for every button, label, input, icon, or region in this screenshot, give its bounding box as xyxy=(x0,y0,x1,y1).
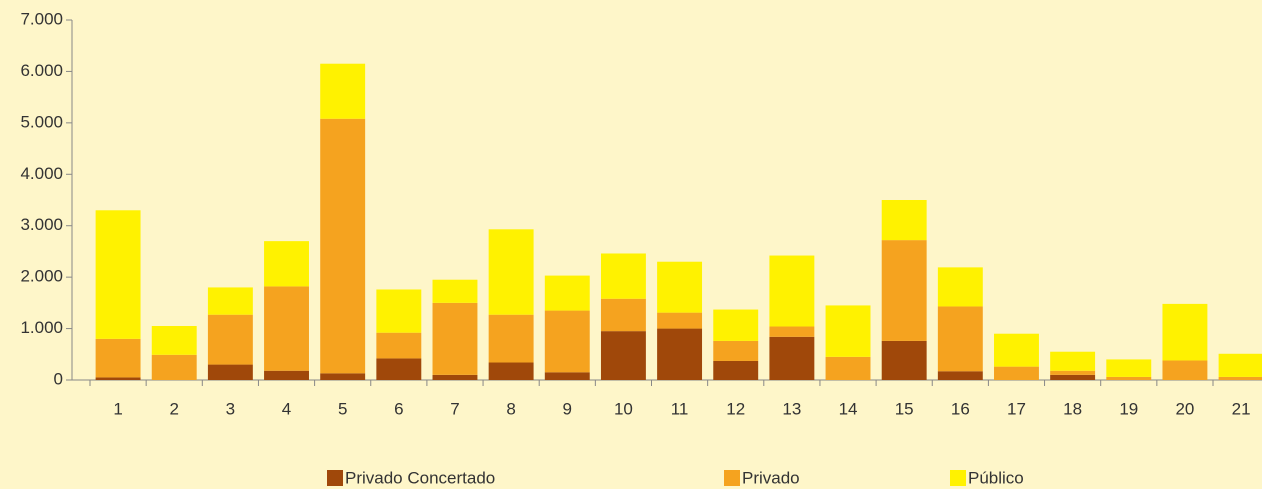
bar-segment xyxy=(937,371,983,380)
bar-segment xyxy=(151,354,197,380)
bar-segment xyxy=(544,275,590,311)
bar-segment xyxy=(264,286,309,371)
bar-segment xyxy=(713,340,759,361)
x-tick-label: 5 xyxy=(338,399,347,418)
bar-segment xyxy=(320,118,366,374)
bar-segment xyxy=(1106,359,1152,377)
x-tick-label: 13 xyxy=(782,399,801,418)
bar-segment xyxy=(881,340,927,380)
bar-segment xyxy=(713,360,759,380)
bar-segment xyxy=(937,267,983,307)
bar-segment xyxy=(95,377,141,380)
legend-swatch xyxy=(950,470,966,486)
y-tick-label: 3.000 xyxy=(20,215,63,234)
bar-segment xyxy=(825,305,871,357)
bar-segment xyxy=(769,326,815,337)
bar-segment xyxy=(769,255,815,327)
bar-segment xyxy=(488,362,534,380)
x-tick-label: 20 xyxy=(1175,399,1194,418)
bar-segment xyxy=(151,326,197,355)
bar-segment xyxy=(432,374,478,380)
x-tick-label: 4 xyxy=(282,399,291,418)
bar-segment xyxy=(713,309,759,341)
x-tick-label: 21 xyxy=(1232,399,1251,418)
bar-segment xyxy=(544,372,590,380)
bar-segment xyxy=(488,229,534,315)
bar-segment xyxy=(376,332,422,359)
bar-segment xyxy=(264,241,309,287)
bar-segment xyxy=(1218,353,1262,377)
bar-segment xyxy=(264,370,309,380)
bar-segment xyxy=(207,364,253,380)
bar-segment xyxy=(881,200,927,241)
bar-segment xyxy=(657,312,703,329)
bar-segment xyxy=(881,240,927,341)
bar-segment xyxy=(376,358,422,380)
bar-segment xyxy=(994,333,1039,367)
legend-swatch xyxy=(327,470,343,486)
y-tick-label: 4.000 xyxy=(20,164,63,183)
bar-segment xyxy=(544,310,590,373)
bar-segment xyxy=(600,253,646,299)
x-tick-label: 15 xyxy=(895,399,914,418)
legend-label: Público xyxy=(968,468,1024,487)
x-tick-label: 12 xyxy=(726,399,745,418)
x-tick-label: 1 xyxy=(113,399,122,418)
x-tick-label: 17 xyxy=(1007,399,1026,418)
bar-segment xyxy=(1106,376,1152,380)
x-tick-label: 16 xyxy=(951,399,970,418)
x-tick-label: 18 xyxy=(1063,399,1082,418)
x-tick-label: 7 xyxy=(450,399,459,418)
x-tick-label: 3 xyxy=(226,399,235,418)
legend-swatch xyxy=(724,470,740,486)
x-tick-label: 8 xyxy=(506,399,515,418)
legend-label: Privado Concertado xyxy=(345,468,495,487)
bar-segment xyxy=(1162,360,1208,380)
y-tick-label: 0 xyxy=(54,369,63,388)
bar-segment xyxy=(994,366,1039,380)
bar-segment xyxy=(1218,376,1262,380)
bar-segment xyxy=(1050,351,1096,371)
y-tick-label: 6.000 xyxy=(20,61,63,80)
x-tick-label: 9 xyxy=(563,399,572,418)
bar-segment xyxy=(657,261,703,313)
bar-segment xyxy=(95,338,141,378)
y-tick-label: 7.000 xyxy=(20,9,63,28)
bar-segment xyxy=(320,373,366,380)
bar-segment xyxy=(600,298,646,332)
x-tick-label: 2 xyxy=(169,399,178,418)
bar-segment xyxy=(432,302,478,375)
bar-segment xyxy=(937,306,983,372)
bar-segment xyxy=(488,314,534,363)
bar-segment xyxy=(825,356,871,380)
x-tick-label: 14 xyxy=(839,399,858,418)
x-tick-label: 6 xyxy=(394,399,403,418)
bar-segment xyxy=(320,63,366,119)
bar-segment xyxy=(207,314,253,365)
bar-segment xyxy=(1050,370,1096,375)
y-tick-label: 5.000 xyxy=(20,112,63,131)
legend-label: Privado xyxy=(742,468,800,487)
y-tick-label: 2.000 xyxy=(20,267,63,286)
x-tick-label: 10 xyxy=(614,399,633,418)
bar-segment xyxy=(432,279,478,303)
bar-segment xyxy=(769,336,815,380)
bar-segment xyxy=(207,287,253,315)
bar-segment xyxy=(600,331,646,380)
x-tick-label: 11 xyxy=(671,399,689,418)
bar-segment xyxy=(95,210,141,339)
x-tick-label: 19 xyxy=(1119,399,1138,418)
bar-segment xyxy=(1162,303,1208,361)
bar-segment xyxy=(1050,374,1096,380)
bar-segment xyxy=(376,289,422,333)
bar-segment xyxy=(657,328,703,380)
y-tick-label: 1.000 xyxy=(20,318,63,337)
